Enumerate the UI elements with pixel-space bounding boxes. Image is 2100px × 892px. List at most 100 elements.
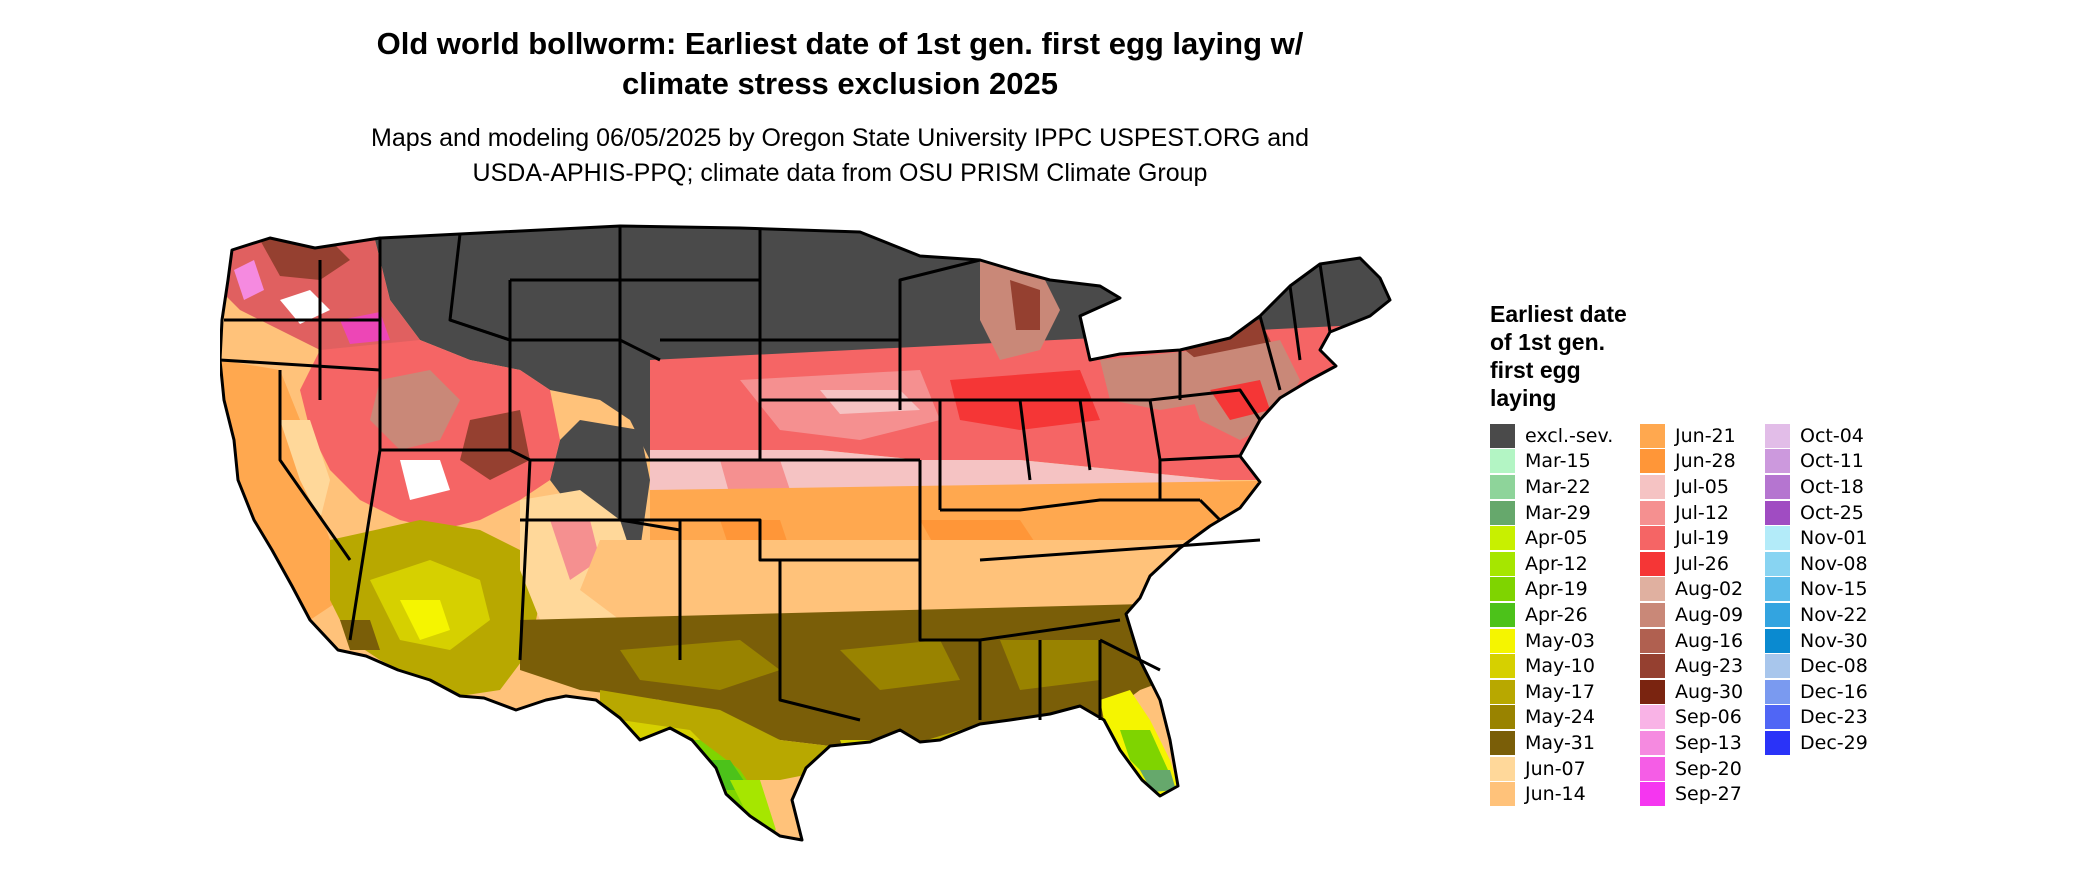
legend-item: Aug-02 — [1640, 577, 1743, 603]
legend-label: Oct-04 — [1800, 424, 1864, 447]
legend-label: Aug-02 — [1675, 578, 1744, 601]
legend-item: Oct-11 — [1765, 449, 1868, 475]
legend-item: Mar-15 — [1490, 449, 1613, 475]
legend-swatch — [1640, 628, 1665, 653]
legend-item: Aug-23 — [1640, 653, 1743, 679]
legend-label: Apr-19 — [1525, 578, 1588, 601]
legend-swatch — [1765, 423, 1790, 448]
legend-item: Jun-14 — [1490, 781, 1613, 807]
legend-label: Jun-21 — [1675, 424, 1736, 447]
legend-label: Nov-01 — [1800, 527, 1868, 550]
legend-swatch — [1640, 654, 1665, 679]
legend-swatch — [1490, 602, 1515, 627]
legend-label: Jul-12 — [1675, 501, 1729, 524]
legend-item: Nov-01 — [1765, 525, 1868, 551]
legend-item: Aug-30 — [1640, 679, 1743, 705]
legend-label: Sep-13 — [1675, 731, 1742, 754]
legend-swatch — [1490, 730, 1515, 755]
legend-label: May-31 — [1525, 731, 1595, 754]
legend-swatch — [1640, 730, 1665, 755]
legend-label: Oct-11 — [1800, 450, 1864, 473]
legend-title: Earliest date of 1st gen. first egg layi… — [1490, 300, 1680, 412]
legend-item: Dec-16 — [1765, 679, 1868, 705]
legend-item: Apr-19 — [1490, 577, 1613, 603]
legend-swatch — [1490, 423, 1515, 448]
legend-swatch — [1490, 679, 1515, 704]
subtitle-line-2: USDA-APHIS-PPQ; climate data from OSU PR… — [472, 159, 1208, 187]
legend-swatch — [1640, 423, 1665, 448]
legend-swatch — [1765, 705, 1790, 730]
subtitle-line-1: Maps and modeling 06/05/2025 by Oregon S… — [371, 124, 1309, 152]
legend-label: Nov-22 — [1800, 603, 1868, 626]
legend-label: Sep-27 — [1675, 783, 1742, 806]
legend-item: Mar-22 — [1490, 474, 1613, 500]
legend-item: Mar-29 — [1490, 500, 1613, 526]
legend-item: Sep-27 — [1640, 781, 1743, 807]
legend-item: Apr-12 — [1490, 551, 1613, 577]
legend-column-2: Jun-21 Jun-28 Jul-05 Jul-12 Jul-19 Jul-26 Aug-… — [1640, 423, 1743, 807]
legend-item: May-24 — [1490, 705, 1613, 731]
legend-swatch — [1490, 474, 1515, 499]
legend-item: Jul-05 — [1640, 474, 1743, 500]
legend-item: Oct-18 — [1765, 474, 1868, 500]
legend-item: Oct-25 — [1765, 500, 1868, 526]
legend-item: Nov-08 — [1765, 551, 1868, 577]
legend-item: Sep-06 — [1640, 705, 1743, 731]
legend-item: May-31 — [1490, 730, 1613, 756]
legend-label: Sep-06 — [1675, 706, 1742, 729]
legend-label: Jun-14 — [1525, 783, 1586, 806]
legend-label: Oct-25 — [1800, 501, 1864, 524]
legend-item: Nov-22 — [1765, 602, 1868, 628]
legend-swatch — [1490, 654, 1515, 679]
legend-item: Oct-04 — [1765, 423, 1868, 449]
legend-label: Dec-29 — [1800, 731, 1868, 754]
legend-label: Jul-19 — [1675, 527, 1729, 550]
legend-column-3: Oct-04 Oct-11 Oct-18 Oct-25 Nov-01 Nov-08 Nov-… — [1765, 423, 1868, 756]
legend-title-line: laying — [1490, 385, 1557, 411]
legend-label: Dec-16 — [1800, 680, 1868, 703]
legend-item: Jun-28 — [1640, 449, 1743, 475]
legend-item: Dec-08 — [1765, 653, 1868, 679]
legend-swatch — [1640, 449, 1665, 474]
legend-item: Jun-21 — [1640, 423, 1743, 449]
legend-label: Mar-29 — [1525, 501, 1591, 524]
legend-label: Apr-05 — [1525, 527, 1588, 550]
map-subtitle: Maps and modeling 06/05/2025 by Oregon S… — [300, 121, 1380, 191]
legend-label: excl.-sev. — [1525, 424, 1614, 447]
legend-label: Nov-15 — [1800, 578, 1868, 601]
state-borders — [220, 224, 1392, 842]
legend-item: excl.-sev. — [1490, 423, 1613, 449]
legend-label: Dec-23 — [1800, 706, 1868, 729]
legend-item: Jul-12 — [1640, 500, 1743, 526]
legend-label: Aug-09 — [1675, 603, 1744, 626]
title-line-2: climate stress exclusion 2025 — [622, 66, 1058, 101]
legend-swatch — [1490, 628, 1515, 653]
legend-label: May-03 — [1525, 629, 1595, 652]
legend-label: Dec-08 — [1800, 655, 1868, 678]
legend-label: Jun-28 — [1675, 450, 1736, 473]
legend-swatch — [1765, 679, 1790, 704]
legend-swatch — [1490, 449, 1515, 474]
legend-label: Aug-16 — [1675, 629, 1744, 652]
legend-label: Sep-20 — [1675, 757, 1742, 780]
legend-item: Jul-19 — [1640, 525, 1743, 551]
legend-label: May-17 — [1525, 680, 1595, 703]
legend-swatch — [1490, 526, 1515, 551]
legend-swatch — [1640, 679, 1665, 704]
legend-label: Apr-26 — [1525, 603, 1588, 626]
legend-item: Sep-20 — [1640, 756, 1743, 782]
legend-swatch — [1765, 654, 1790, 679]
legend-item: Jul-26 — [1640, 551, 1743, 577]
legend-label: Mar-22 — [1525, 475, 1591, 498]
legend-label: May-24 — [1525, 706, 1595, 729]
legend-item: Jun-07 — [1490, 756, 1613, 782]
legend-swatch — [1765, 551, 1790, 576]
legend-title-line: first egg — [1490, 357, 1581, 383]
legend-title-line: of 1st gen. — [1490, 329, 1606, 355]
map-title: Old world bollworm: Earliest date of 1st… — [300, 24, 1380, 104]
legend-swatch — [1765, 500, 1790, 525]
legend-swatch — [1765, 730, 1790, 755]
us-map — [220, 224, 1392, 842]
legend-item: Nov-15 — [1765, 577, 1868, 603]
legend-swatch — [1765, 526, 1790, 551]
